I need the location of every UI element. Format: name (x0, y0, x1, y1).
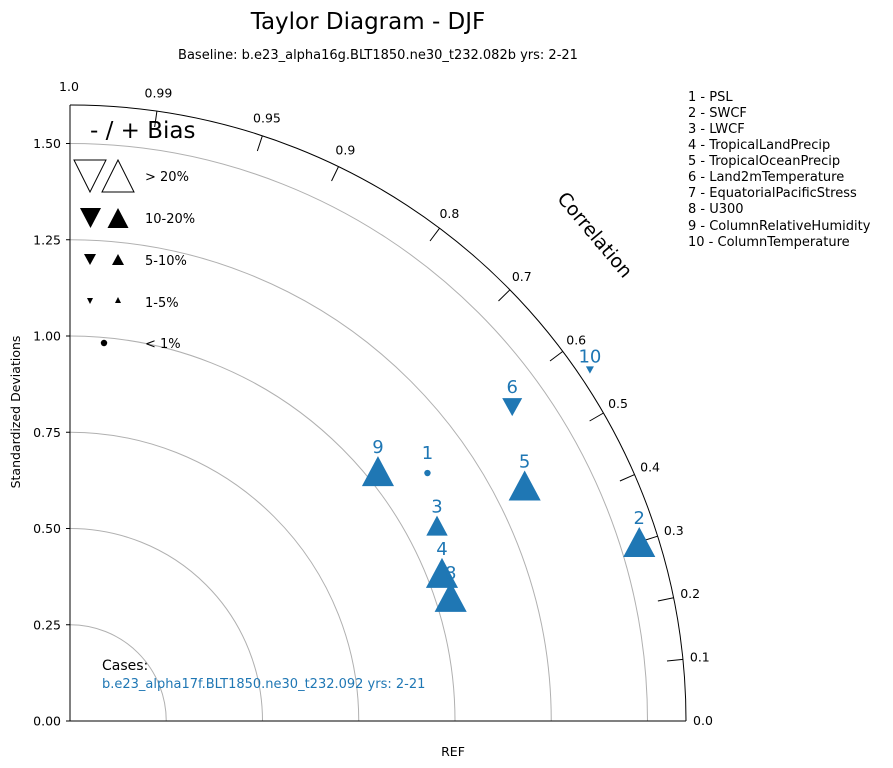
data-point-label: 6 (506, 377, 517, 398)
data-points: 1 2 3 4 5 6 8 9 10 (361, 347, 656, 612)
variable-legend-item: 8 - U300 (688, 202, 744, 217)
std-circle (69, 239, 552, 722)
std-tick-label: 0.25 (33, 617, 61, 632)
std-circles (69, 143, 648, 722)
bias-legend-marker-neg-gt20 (73, 159, 107, 194)
correlation-tick-label: 0.8 (439, 206, 459, 221)
correlation-tick-label: 0.2 (680, 586, 700, 601)
std-tick-label: 1.50 (33, 136, 61, 151)
data-point-marker (508, 470, 541, 501)
correlation-tick-label: 0.95 (253, 111, 281, 126)
correlation-tick-label: 0.4 (640, 459, 660, 474)
data-point-label: 9 (372, 437, 383, 458)
bias-legend-label-4: 1-5% (145, 296, 179, 311)
outer-arc (69, 104, 687, 722)
chart-title: Taylor Diagram - DJF (250, 9, 486, 35)
bias-legend-marker-pos-5-10 (112, 254, 124, 265)
x-axis-label: REF (441, 744, 465, 759)
y-axis-label: Standardized Deviations (8, 336, 23, 489)
correlation-tick-mark (331, 166, 339, 182)
correlation-tick-label: 0.1 (690, 650, 710, 665)
correlation-tick-mark (589, 412, 604, 422)
variable-legend-item: 2 - SWCF (688, 106, 747, 121)
correlation-tick-mark (619, 474, 635, 482)
bias-legend-label-2: 10-20% (145, 212, 195, 227)
correlation-tick-label: 0.6 (566, 333, 586, 348)
variable-legend-item: 9 - ColumnRelativeHumidity (688, 219, 871, 234)
data-point-label: 5 (519, 451, 530, 472)
data-point-label: 2 (634, 508, 645, 529)
bias-legend-label-5: < 1% (145, 337, 181, 352)
std-circle (69, 335, 456, 722)
data-point-marker (585, 366, 594, 374)
correlation-tick-mark (256, 135, 263, 152)
data-point-marker (424, 469, 431, 477)
std-ticks: 0.00 0.25 0.50 0.75 1.00 1.25 1.50 (33, 136, 70, 729)
case-name: b.e23_alpha17f.BLT1850.ne30_t232.092 yrs… (102, 677, 425, 692)
correlation-tick-label: 0.9 (335, 142, 355, 157)
bias-legend-label-1: > 20% (145, 170, 189, 185)
bias-legend-marker-neg-5-10 (84, 254, 96, 265)
correlation-ticks: 0.0 0.1 0.2 0.3 0.4 0.5 0.6 0.7 0.8 0.9 0.95 0.99 1.… (59, 79, 713, 728)
correlation-tick-label: 0.0 (693, 713, 713, 728)
correlation-tick-mark (154, 111, 158, 128)
variable-legend-item: 10 - ColumnTemperature (688, 235, 850, 250)
variable-legend: 1 - PSL 2 - SWCF 3 - LWCF 4 - TropicalLa… (688, 90, 871, 250)
data-point-label: 10 (578, 347, 601, 368)
std-tick-label: 1.25 (33, 232, 61, 247)
std-tick-label: 0.50 (33, 521, 61, 536)
bias-legend-title: - / + Bias (90, 118, 196, 144)
bias-legend-marker-neg-1-5 (87, 298, 93, 304)
variable-legend-item: 6 - Land2mTemperature (688, 170, 844, 185)
data-point-marker (361, 456, 395, 487)
data-point-label: 4 (436, 539, 447, 560)
data-point-marker (425, 557, 459, 588)
bias-legend-marker-pos-gt20 (101, 158, 135, 193)
data-point-label: 1 (422, 443, 433, 464)
axes (69, 104, 687, 722)
bias-legend-marker-pos-10-20 (107, 208, 129, 228)
correlation-label: Correlation (552, 188, 636, 282)
bias-legend: - / + Bias > 20% 10-20% 5-10% 1-5% < 1% (73, 118, 196, 352)
std-circle (69, 528, 263, 722)
correlation-tick-mark (666, 658, 683, 662)
data-point-marker (623, 526, 656, 557)
correlation-tick-label: 0.5 (608, 396, 628, 411)
correlation-tick-mark (429, 227, 441, 242)
std-tick-label: 0.75 (33, 425, 61, 440)
data-point-marker (502, 398, 523, 417)
correlation-tick-label: 0.99 (145, 85, 173, 100)
bias-legend-marker-lt1 (100, 339, 108, 347)
std-tick-label: 1.00 (33, 329, 61, 344)
std-circle (69, 143, 648, 722)
correlation-tick-mark (549, 350, 564, 362)
data-point-marker (434, 581, 467, 612)
data-point-marker (426, 515, 448, 536)
std-tick-label: 0.00 (33, 714, 61, 729)
cases-label: Cases: (102, 658, 148, 674)
bias-legend-label-3: 5-10% (145, 254, 187, 269)
variable-legend-item: 5 - TropicalOceanPrecip (688, 154, 840, 169)
correlation-tick-label: 0.3 (664, 523, 684, 538)
variable-legend-item: 7 - EquatorialPacificStress (688, 186, 857, 201)
correlation-tick-mark (498, 289, 511, 302)
bias-legend-marker-pos-1-5 (115, 297, 121, 303)
correlation-tick-label: 1.0 (59, 79, 79, 94)
data-point-label: 8 (445, 563, 456, 584)
variable-legend-item: 4 - TropicalLandPrecip (688, 138, 830, 153)
std-circle (69, 624, 167, 722)
std-circle (69, 431, 360, 722)
variable-legend-item: 3 - LWCF (688, 122, 745, 137)
correlation-tick-label: 0.7 (512, 269, 532, 284)
data-point-label: 3 (431, 497, 442, 518)
correlation-tick-mark (657, 597, 674, 602)
chart-subtitle: Baseline: b.e23_alpha16g.BLT1850.ne30_t2… (178, 48, 578, 63)
variable-legend-item: 1 - PSL (688, 90, 733, 105)
bias-legend-marker-neg-10-20 (80, 208, 101, 228)
